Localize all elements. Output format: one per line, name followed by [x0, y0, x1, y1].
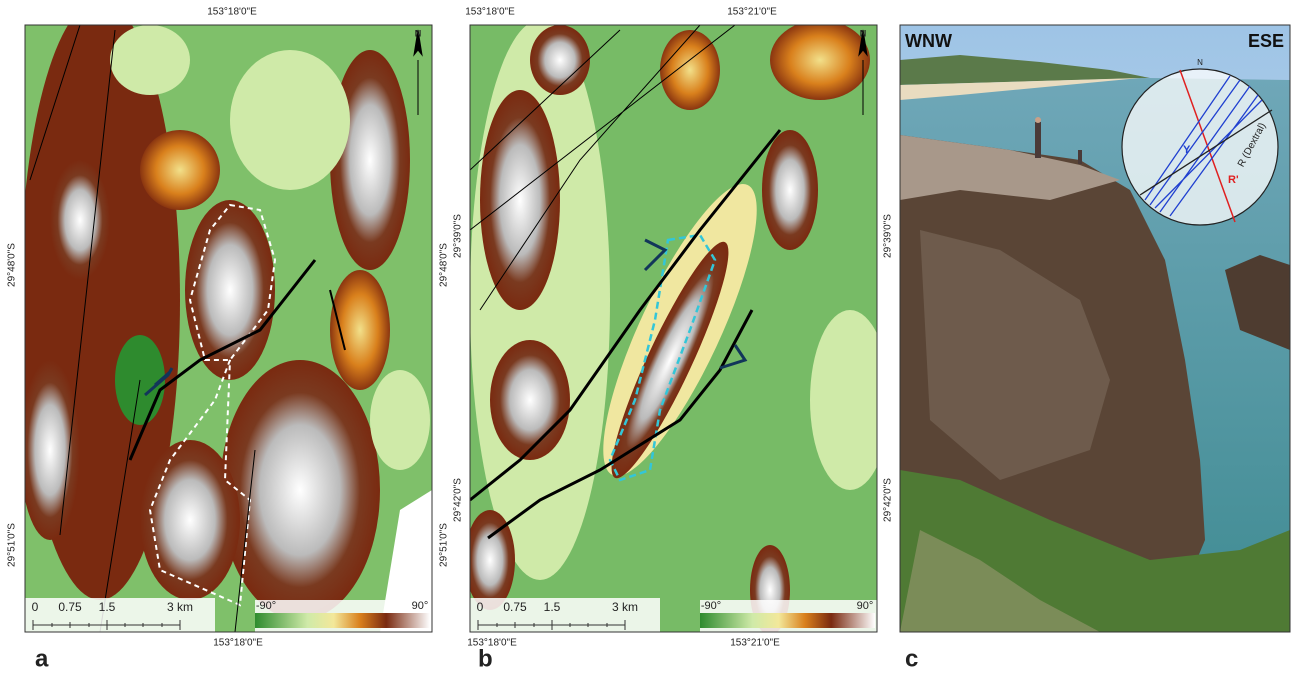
scale-label: 0	[477, 600, 484, 614]
top-coord: 153°18'0"E	[465, 7, 515, 18]
left-coord: 29°48'0"S	[7, 243, 18, 287]
figure: 153°18'0"E 153°18'0"E 29°48'0"S 29°51'0"…	[0, 0, 1292, 675]
bottom-coord: 153°18'0"E	[213, 638, 263, 649]
stereonet-label: Y	[1183, 144, 1191, 156]
right-coord: 29°51'0"S	[439, 523, 450, 567]
scale-label: 3 km	[612, 600, 638, 614]
direction-label: WNW	[905, 31, 952, 51]
right-coord: 29°42'0"S	[883, 478, 894, 522]
photo-c	[900, 25, 1290, 632]
panel-letter: b	[478, 645, 493, 672]
right-coord: 29°39'0"S	[883, 214, 894, 258]
scale-label: 3 km	[167, 600, 193, 614]
map-a	[20, 0, 432, 632]
legend-label: -90°	[256, 600, 276, 612]
legend-label: 90°	[412, 600, 429, 612]
scale-label: 1.5	[544, 600, 561, 614]
bottom-coord: 153°21'0"E	[730, 638, 780, 649]
north-label: N	[860, 28, 867, 38]
top-coord: 153°18'0"E	[207, 7, 257, 18]
right-coord: 29°48'0"S	[439, 243, 450, 287]
legend-label: -90°	[701, 600, 721, 612]
left-coord: 29°39'0"S	[453, 214, 464, 258]
scale-label: 0.75	[503, 600, 527, 614]
north-label: N	[415, 28, 422, 38]
scale-label: 0.75	[58, 600, 82, 614]
map-b	[465, 20, 890, 635]
legend-label: 90°	[857, 600, 874, 612]
panel-letter: a	[35, 645, 49, 672]
left-coord: 29°51'0"S	[7, 523, 18, 567]
panel-letter: c	[905, 645, 918, 672]
scale-label: 1.5	[99, 600, 116, 614]
top-coord: 153°21'0"E	[727, 7, 777, 18]
stereonet-label: R'	[1228, 174, 1239, 186]
left-coord: 29°42'0"S	[453, 478, 464, 522]
scale-label: 0	[32, 600, 39, 614]
direction-label: ESE	[1248, 31, 1284, 51]
stereonet-north: N	[1197, 58, 1203, 67]
